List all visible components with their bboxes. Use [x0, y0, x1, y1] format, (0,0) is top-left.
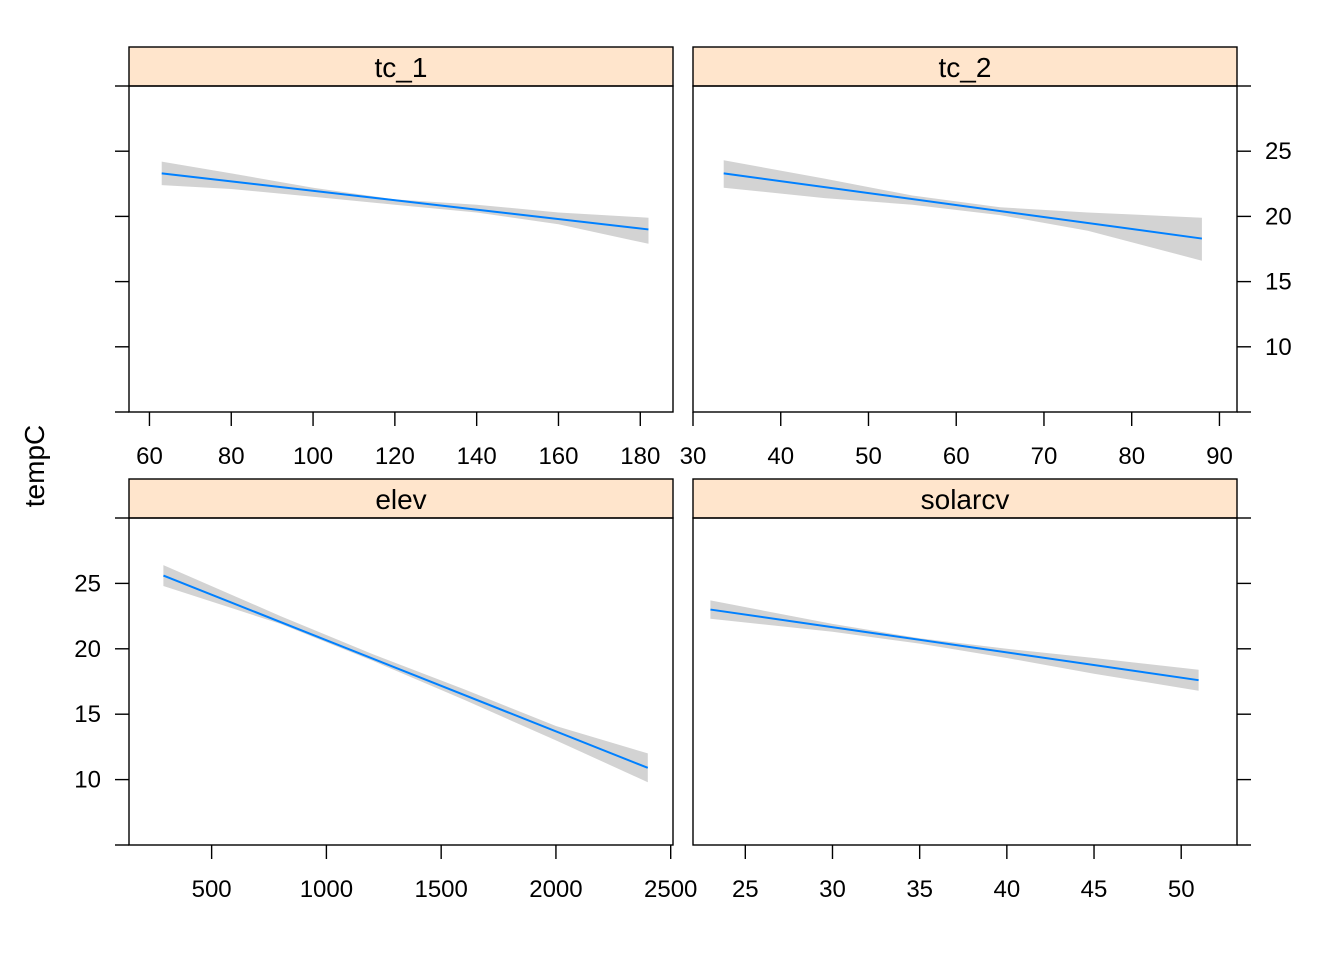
- panel-frame: [128, 517, 674, 846]
- effect-line: [723, 172, 1203, 240]
- x-tick-label: 1000: [300, 876, 353, 903]
- x-tick-label: 2000: [529, 876, 582, 903]
- x-tick-label: 180: [620, 443, 660, 470]
- x-tick-label: 60: [136, 443, 163, 470]
- x-tick-label: 160: [538, 443, 578, 470]
- y-tick-label: 15: [1265, 269, 1292, 296]
- x-tick-label: 50: [1168, 876, 1195, 903]
- x-tick-label: 40: [993, 876, 1020, 903]
- panel-frame: [692, 517, 1238, 846]
- effect-line: [163, 574, 649, 769]
- x-tick-label: 70: [1031, 443, 1058, 470]
- x-tick-label: 140: [457, 443, 497, 470]
- x-tick-label: 100: [293, 443, 333, 470]
- y-tick-label: 25: [74, 570, 101, 597]
- effect-line: [710, 608, 1199, 682]
- y-tick-label: 10: [74, 767, 101, 794]
- x-tick-label: 30: [680, 443, 707, 470]
- strip-solarcv: [692, 478, 1238, 519]
- confidence-band: [161, 161, 649, 244]
- x-tick-label: 2500: [644, 876, 697, 903]
- panel-elev: elev 500 1000 1500 2000 2500 10 15 20 25: [74, 478, 697, 903]
- x-tick-label: 50: [855, 443, 882, 470]
- y-tick-label: 25: [1265, 138, 1292, 165]
- x-tick-label: 60: [943, 443, 970, 470]
- effect-line: [161, 172, 649, 231]
- x-tick-label: 25: [732, 876, 759, 903]
- x-tick-label: 500: [192, 876, 232, 903]
- panel-frame: [692, 85, 1238, 413]
- x-tick-label: 120: [375, 443, 415, 470]
- strip-tc_1: [128, 46, 674, 87]
- x-tick-label: 1500: [414, 876, 467, 903]
- strip-label: elev: [375, 484, 426, 515]
- panel-tc_1: tc_1 60 80 100 120 140 160 180: [115, 46, 674, 470]
- panel-frame: [128, 85, 674, 413]
- y-tick-label: 15: [74, 701, 101, 728]
- y-tick-label: 20: [74, 636, 101, 663]
- strip-label: solarcv: [921, 484, 1010, 515]
- y-tick-label: 10: [1265, 334, 1292, 361]
- panel-solarcv: solarcv 25 30 35 40 45 50: [692, 478, 1251, 903]
- confidence-band: [723, 160, 1202, 261]
- x-tick-label: 35: [906, 876, 933, 903]
- x-tick-label: 45: [1081, 876, 1108, 903]
- x-tick-label: 90: [1206, 443, 1233, 470]
- panel-tc_2: tc_2 30 40 50 60 70 80 90 10 15 20 25: [680, 46, 1292, 470]
- x-tick-label: 80: [1118, 443, 1145, 470]
- x-tick-label: 80: [218, 443, 245, 470]
- x-tick-label: 40: [767, 443, 794, 470]
- strip-label: tc_1: [375, 52, 428, 83]
- strip-label: tc_2: [939, 52, 992, 83]
- y-tick-label: 20: [1265, 203, 1292, 230]
- confidence-band: [163, 565, 648, 783]
- y-axis-label: tempC: [19, 425, 50, 507]
- panels-group: tc_1 60 80 100 120 140 160 180 tc_2 30 40 50 60 70 80 9…: [74, 46, 1292, 903]
- x-tick-label: 30: [819, 876, 846, 903]
